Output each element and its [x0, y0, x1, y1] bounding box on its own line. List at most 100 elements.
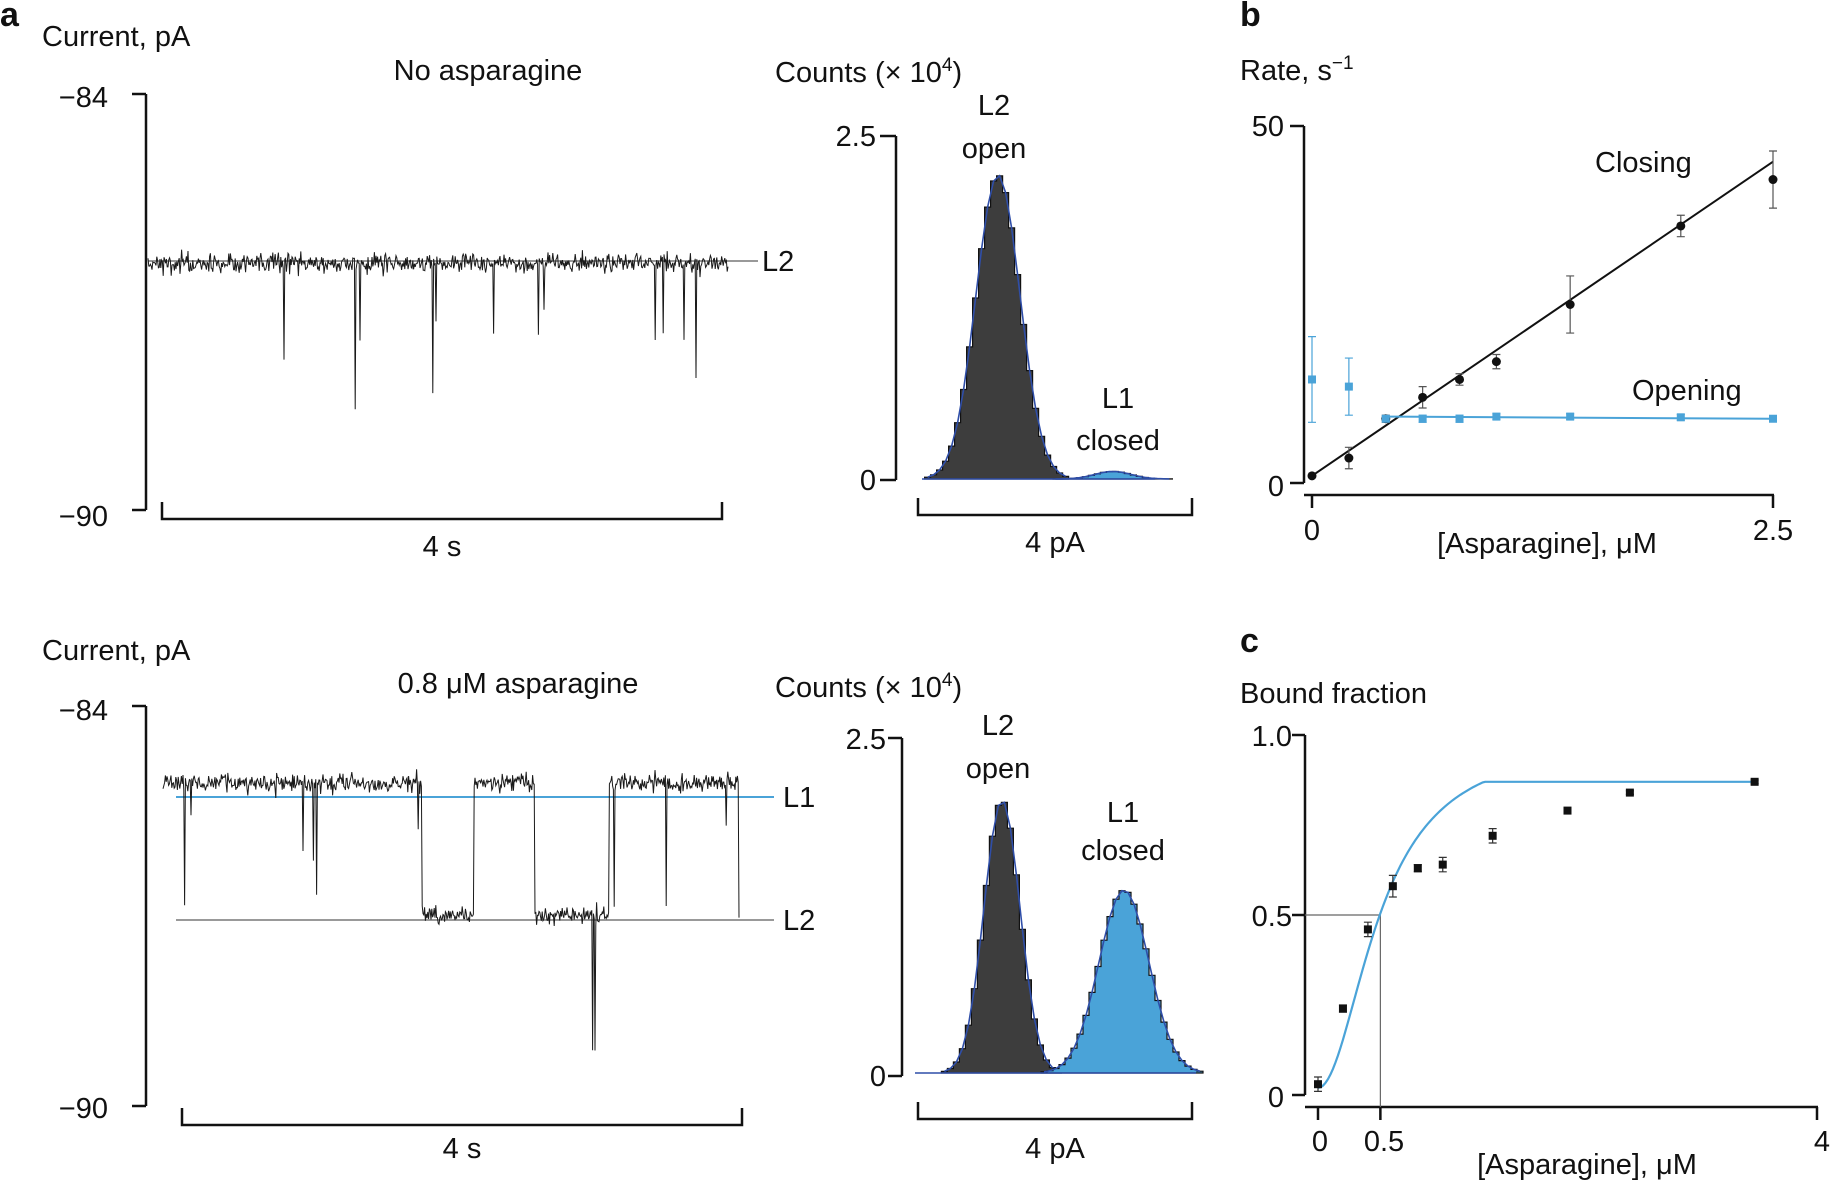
hist-bottom-ylabel: Counts (× 104) — [775, 670, 962, 704]
panel-c: c Bound fraction 1.0 0.5 0 0 0.5 4 [Aspa… — [1240, 622, 1830, 1181]
chart-b-point-closing — [1491, 357, 1501, 367]
chart-b-point-closing — [1565, 300, 1575, 309]
hist-bottom-peak-left-label-2: open — [966, 753, 1031, 785]
chart-b-point-closing — [1768, 175, 1778, 185]
trace-bottom — [162, 769, 740, 1051]
trace-top-ylabel: Current, pA — [42, 21, 191, 53]
trace-top-signal — [147, 249, 729, 410]
panel-b: b Rate, s−1 50 0 0 2.5 [Asparagine], μM … — [1240, 0, 1793, 560]
hist-bottom-peak-right-label-2: closed — [1081, 835, 1165, 867]
chart-b-point-opening — [1676, 413, 1685, 422]
chart-c-point — [1413, 864, 1422, 873]
hist-top-peak-0 — [924, 175, 1070, 480]
hist-top-fit-0 — [927, 174, 1066, 478]
time-scale-bar-bottom — [180, 1108, 744, 1127]
chart-b-marks — [1307, 150, 1778, 481]
panel-label-b: b — [1240, 0, 1261, 34]
chart-c-ylabel: Bound fraction — [1240, 678, 1427, 710]
time-scale-bar-top — [160, 502, 724, 521]
chart-b-point-opening — [1566, 412, 1575, 421]
panel-label-a: a — [0, 0, 20, 34]
chart-b-point-opening — [1344, 382, 1353, 391]
chart-b-point-opening — [1381, 414, 1390, 423]
hist-top-peak-left-label-2: open — [962, 133, 1027, 165]
chart-c-point — [1750, 777, 1759, 786]
chart-b-point-closing — [1455, 374, 1465, 384]
hist-bottom-peak-right-label-1: L1 — [1107, 797, 1139, 829]
chart-c-xtick-0.5: 0.5 — [1364, 1126, 1404, 1158]
trace-top — [147, 249, 729, 410]
chart-c-marks — [1305, 777, 1759, 1120]
chart-b-point-closing — [1676, 221, 1686, 231]
chart-b-series-label-closing: Closing — [1595, 147, 1692, 179]
current-scale-label-bottom: 4 pA — [1025, 1133, 1085, 1165]
panel-a-bottom: Current, pA 0.8 μM asparagine −84 −90 L1… — [42, 635, 1204, 1165]
trace-bottom-ytick-low: −90 — [59, 1093, 108, 1125]
panel-label-c: c — [1240, 622, 1259, 660]
chart-b-ylabel: Rate, s−1 — [1240, 53, 1354, 87]
chart-c-xtick-4: 4 — [1814, 1126, 1830, 1158]
hist-bottom-peak-1 — [1040, 890, 1204, 1074]
chart-b-fit-closing — [1311, 160, 1774, 477]
hist-top-peak-left-label-1: L2 — [978, 90, 1010, 122]
chart-b-xlabel: [Asparagine], μM — [1437, 528, 1657, 560]
chart-c-point — [1314, 1080, 1322, 1089]
trace-bottom-ytick-high: −84 — [59, 695, 108, 727]
hist-top-peak-right-label-2: closed — [1076, 425, 1160, 457]
hist-bottom-peak-left-label-1: L2 — [982, 710, 1014, 742]
chart-c-point — [1488, 831, 1497, 840]
chart-b-point-opening — [1492, 412, 1501, 421]
chart-b-series-label-opening: Opening — [1632, 375, 1742, 407]
chart-c-fit-curve — [1317, 780, 1753, 1089]
trace-bottom-ylabel: Current, pA — [42, 635, 191, 667]
chart-b-point-closing — [1344, 453, 1354, 463]
chart-b-ytick-50: 50 — [1252, 111, 1284, 143]
chart-c-xlabel: [Asparagine], μM — [1477, 1149, 1697, 1181]
trace-bottom-signal — [162, 769, 740, 1051]
chart-b-point-closing — [1307, 471, 1317, 481]
hist-top-ytick-high: 2.5 — [836, 121, 876, 153]
hist-top-ytick-low: 0 — [860, 465, 876, 497]
time-scale-label-bottom: 4 s — [443, 1133, 482, 1165]
hist-top — [922, 174, 1173, 480]
chart-c-point — [1388, 882, 1397, 891]
trace-top-ytick-high: −84 — [59, 82, 108, 114]
chart-b-point-opening — [1418, 414, 1427, 423]
current-scale-label-top: 4 pA — [1025, 527, 1085, 559]
chart-c-point — [1363, 925, 1372, 934]
chart-c-xtick-0: 0 — [1312, 1126, 1328, 1158]
hist-bottom-ytick-high: 2.5 — [846, 724, 886, 756]
hist-top-ylabel: Counts (× 104) — [775, 55, 962, 89]
chart-b-xtick-2.5: 2.5 — [1753, 515, 1793, 547]
hist-top-peak-right-label-1: L1 — [1102, 383, 1134, 415]
time-scale-label-top: 4 s — [423, 531, 462, 563]
chart-b-point-opening — [1308, 375, 1316, 384]
current-scale-bar-top — [916, 498, 1194, 517]
chart-b-xtick-0: 0 — [1304, 515, 1320, 547]
trace-bottom-level-L2: L2 — [783, 905, 815, 937]
hist-bottom-fit-0 — [944, 801, 1059, 1073]
chart-b-point-opening — [1455, 414, 1464, 423]
chart-b-point-closing — [1418, 392, 1428, 402]
panel-a-top: a Current, pA No asparagine −84 −90 L2 4… — [0, 0, 1194, 563]
chart-c-point — [1338, 1004, 1347, 1013]
trace-top-level-L2: L2 — [762, 246, 794, 278]
chart-c-ytick-1.0: 1.0 — [1252, 721, 1292, 753]
trace-bottom-condition: 0.8 μM asparagine — [398, 668, 639, 700]
chart-c-ytick-0.5: 0.5 — [1252, 901, 1292, 933]
trace-bottom-level-L1: L1 — [783, 782, 815, 814]
hist-bottom-peak-0 — [940, 801, 1062, 1074]
chart-b-point-opening — [1769, 414, 1777, 423]
chart-b-fit-opening — [1385, 415, 1774, 420]
hist-bottom-ytick-low: 0 — [870, 1061, 886, 1093]
chart-c-point — [1438, 860, 1447, 869]
chart-c-ytick-0: 0 — [1268, 1082, 1284, 1114]
trace-top-condition: No asparagine — [394, 55, 583, 87]
chart-c-point — [1563, 806, 1572, 815]
hist-bottom-fit-1 — [1043, 889, 1201, 1073]
trace-top-ytick-low: −90 — [59, 501, 108, 533]
chart-c-point — [1625, 788, 1634, 797]
hist-top-fit-1 — [1055, 470, 1170, 480]
current-scale-bar-bottom — [916, 1102, 1194, 1121]
